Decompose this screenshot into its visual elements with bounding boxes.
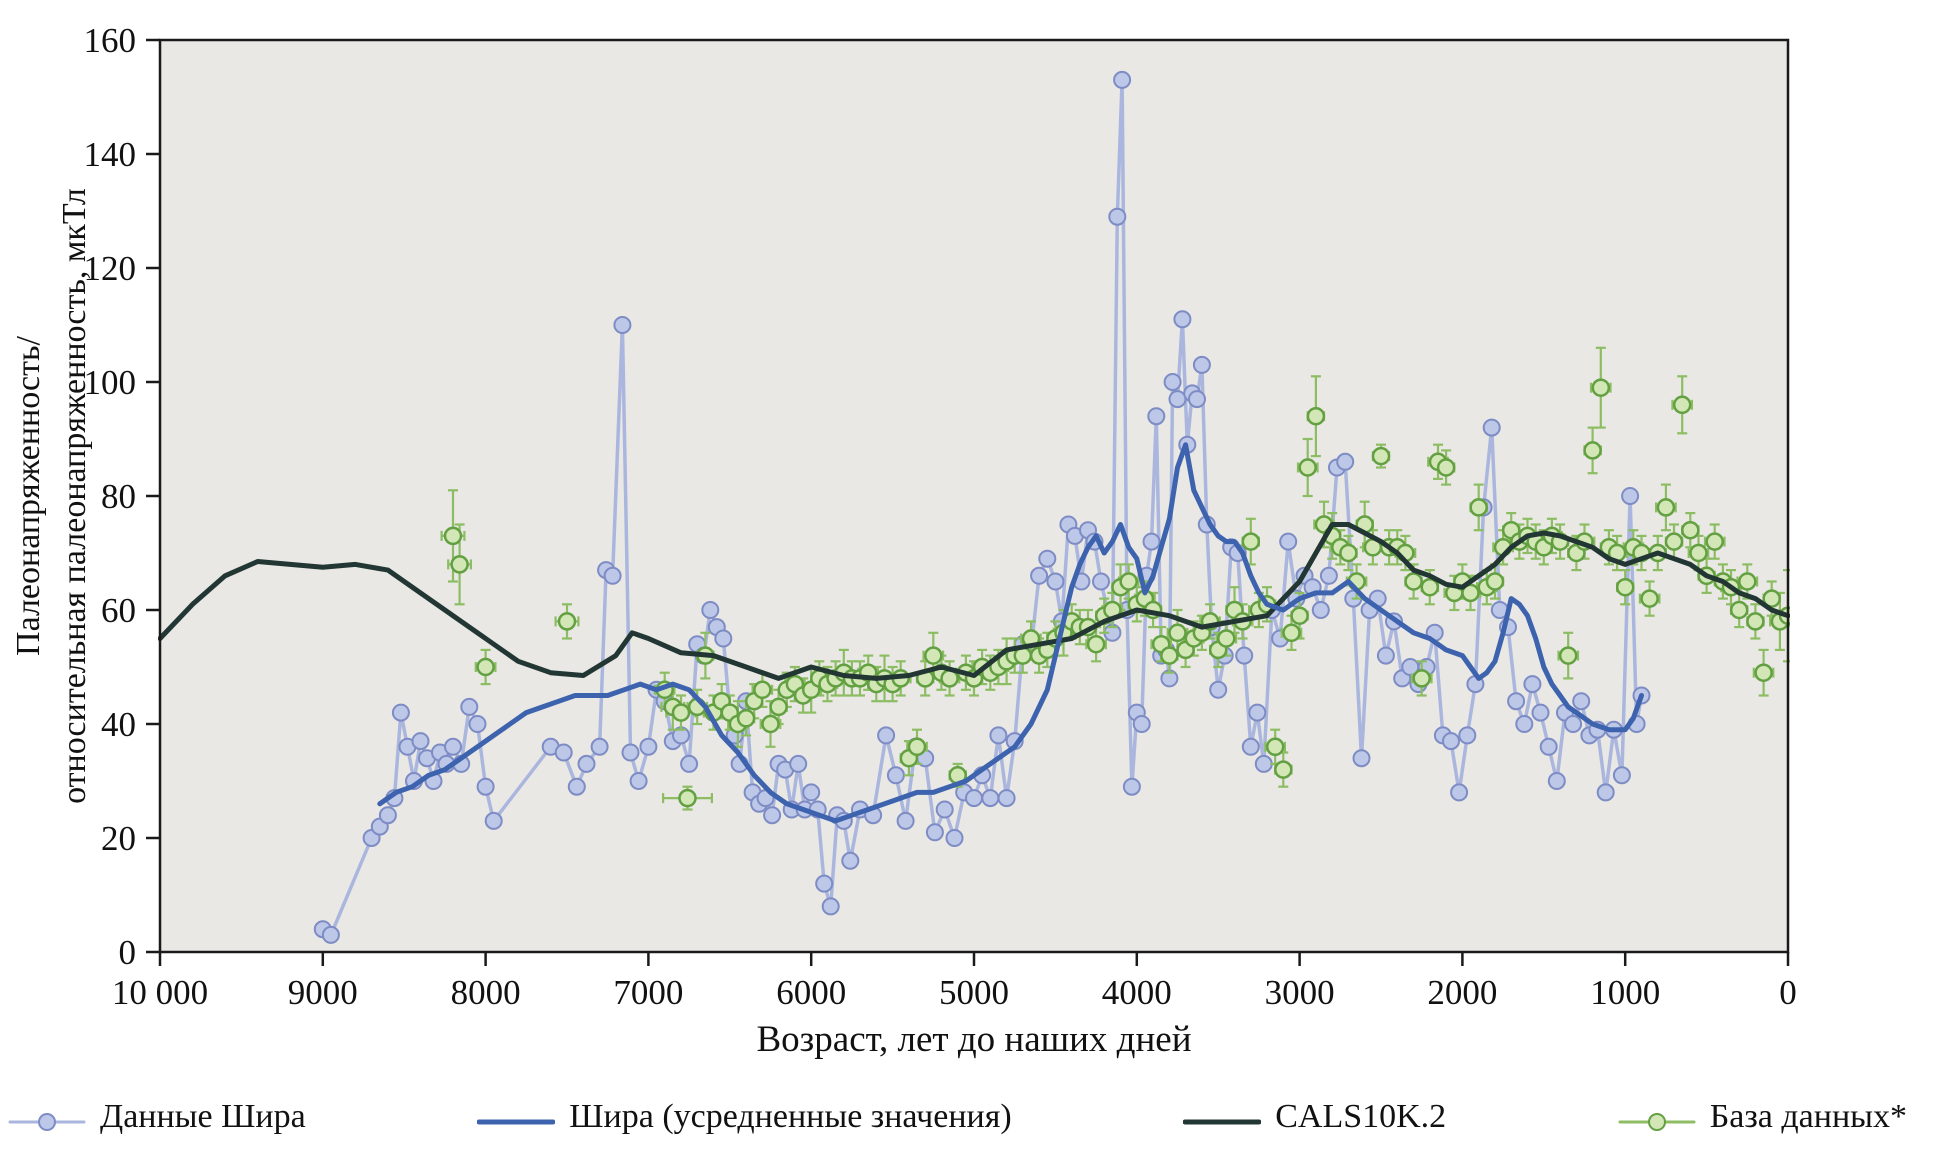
- chart-plot: 10 000 9000 8000 7000 6000 5000 4000 3000 2000 10…: [84, 21, 1797, 1012]
- y-tick-label: 60: [101, 591, 136, 630]
- x-tick-label: 0: [1779, 973, 1797, 1012]
- y-tick-label: 100: [84, 363, 137, 402]
- x-tick-label: 9000: [288, 973, 358, 1012]
- legend: Данные Шира Шира (усредненные значения) …: [0, 1098, 1947, 1136]
- x-tick-label: 7000: [613, 973, 683, 1012]
- legend-label-cals10k2: CALS10K.2: [1275, 1098, 1447, 1135]
- legend-label-database: База данных*: [1709, 1098, 1907, 1135]
- series-shira-avg: [377, 442, 1644, 824]
- x-tick-label: 10 000: [112, 973, 208, 1012]
- shira-avg-line-icon: [476, 1105, 556, 1129]
- x-tick-label: 5000: [939, 973, 1009, 1012]
- x-tick-label: 8000: [451, 973, 521, 1012]
- x-tick-label: 4000: [1102, 973, 1172, 1012]
- y-tick-label: 160: [84, 21, 137, 60]
- plot-background: [160, 40, 1788, 952]
- x-tick-label: 1000: [1590, 973, 1660, 1012]
- x-tick-label: 3000: [1265, 973, 1335, 1012]
- y-axis-label-line1: Палеонапряженность/: [10, 336, 47, 656]
- legend-item-database: База данных*: [1618, 1098, 1907, 1136]
- y-tick-label: 140: [84, 135, 137, 174]
- legend-label-shira-avg: Шира (усредненные значения): [569, 1098, 1012, 1135]
- x-tick-label: 2000: [1427, 973, 1497, 1012]
- legend-item-shira-avg: Шира (усредненные значения): [476, 1098, 1012, 1136]
- legend-item-shira-data: Данные Шира: [8, 1098, 306, 1136]
- legend-label-shira-data: Данные Шира: [100, 1098, 306, 1135]
- y-tick-label: 20: [101, 819, 136, 858]
- legend-item-cals10k2: CALS10K.2: [1182, 1098, 1447, 1136]
- x-axis-label: Возраст, лет до наших дней: [756, 1019, 1192, 1060]
- series-database: [440, 346, 1790, 811]
- y-tick-label: 0: [119, 933, 137, 972]
- cals10k2-line-icon: [1182, 1105, 1262, 1129]
- y-tick-label: 80: [101, 477, 136, 516]
- x-tick-label: 6000: [776, 973, 846, 1012]
- y-tick-label: 120: [84, 249, 137, 288]
- series-cals10k2: [158, 522, 1790, 681]
- y-axis-label: Палеонапряженность/ относительная палеон…: [6, 188, 98, 804]
- y-axis-label-line2: относительная палеонапряженность, мкТл: [56, 188, 93, 804]
- shira-data-line-marker-icon: [8, 1105, 86, 1131]
- plot-frame: [158, 38, 1790, 954]
- y-tick-label: 40: [101, 705, 136, 744]
- database-line-marker-icon: [1618, 1105, 1696, 1131]
